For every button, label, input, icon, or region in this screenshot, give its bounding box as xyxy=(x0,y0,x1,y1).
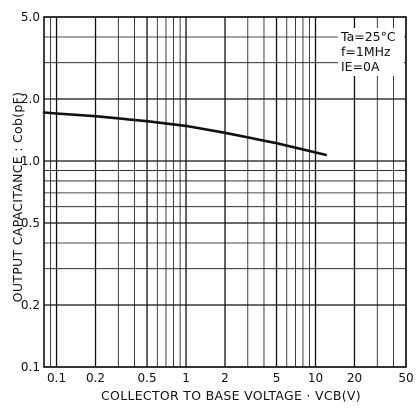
conditions-box: Ta=25°C f=1MHz IE=0A xyxy=(338,28,404,76)
tick-labels: 0.1 0.2 0.5 1 2 5 10 20 50 0.1 0.2 0.5 1.0 2.0 5.0 xyxy=(21,10,414,385)
y-axis-title: OUTPUT CAPACITANCE : Cob(pF) xyxy=(10,92,25,303)
x-tick-label: 10 xyxy=(308,371,323,385)
conditions-background xyxy=(338,28,404,76)
x-tick-label: 0.2 xyxy=(86,371,105,385)
y-tick-label: 0.2 xyxy=(21,298,40,312)
x-tick-label: 5 xyxy=(273,371,281,385)
x-tick-label: 0.1 xyxy=(47,371,66,385)
y-tick-label: 0.1 xyxy=(21,360,40,374)
capacitance-curve xyxy=(42,111,328,157)
y-tick-label: 5.0 xyxy=(21,10,40,24)
x-tick-label: 2 xyxy=(221,371,229,385)
y-tick-label: 2.0 xyxy=(21,92,40,106)
data-series xyxy=(42,111,328,157)
y-tick-label: 1.0 xyxy=(21,154,40,168)
condition-ta: Ta=25°C xyxy=(340,29,396,44)
condition-frequency: f=1MHz xyxy=(341,44,391,59)
x-tick-label: 50 xyxy=(398,371,413,385)
x-tick-label: 20 xyxy=(347,371,362,385)
plot-frame xyxy=(43,16,407,368)
y-tick-label: 0.5 xyxy=(21,216,40,230)
x-axis-title: COLLECTOR TO BASE VOLTAGE · VCB(V) xyxy=(101,388,361,403)
condition-emitter-current: IE=0A xyxy=(341,59,380,74)
x-tick-label: 1 xyxy=(182,371,190,385)
x-tick-label: 0.5 xyxy=(138,371,157,385)
